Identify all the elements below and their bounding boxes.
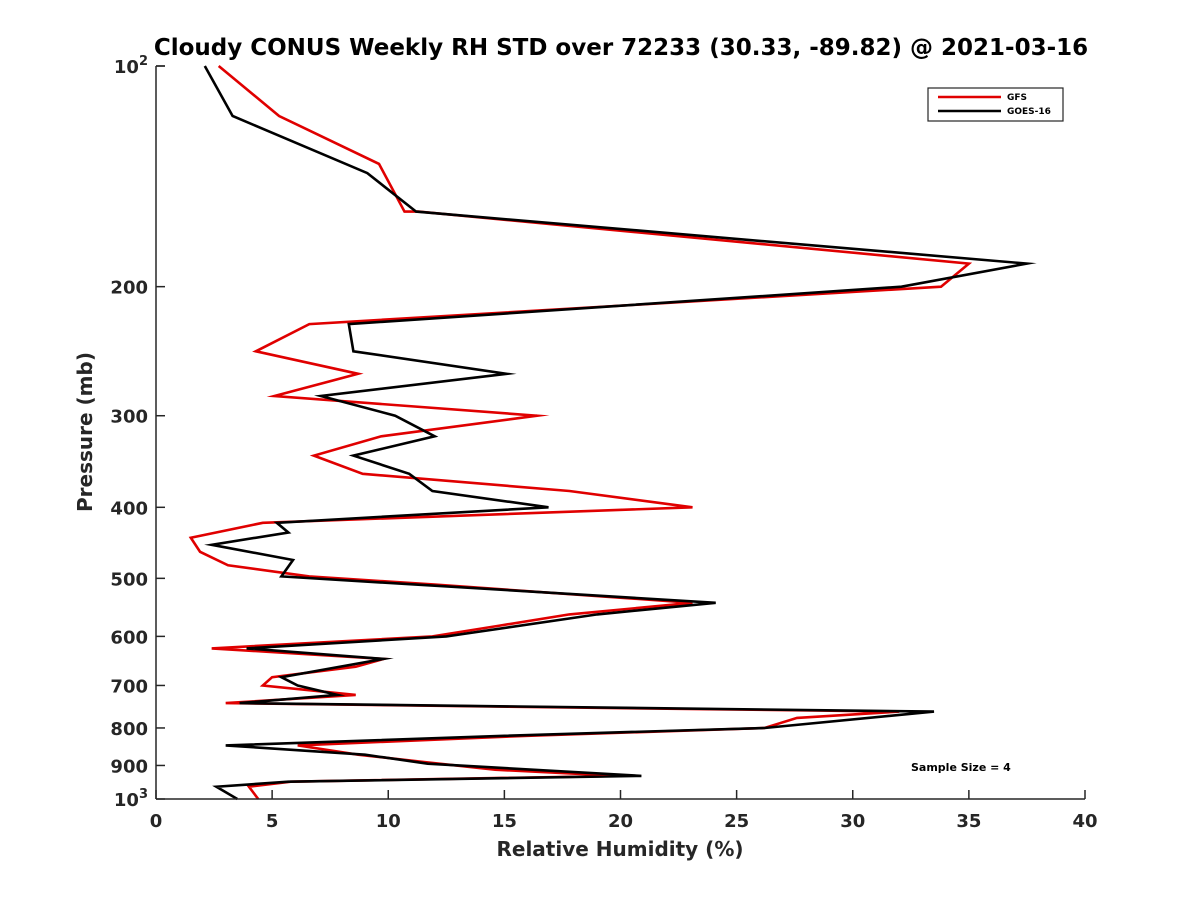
- x-axis-label: Relative Humidity (%): [496, 837, 743, 861]
- y-tick-label: 600: [110, 627, 148, 648]
- y-tick-label: 103: [114, 787, 148, 811]
- x-tick-label: 40: [1072, 811, 1097, 832]
- y-tick-label: 200: [110, 278, 148, 299]
- legend-label-gfs: GFS: [1007, 93, 1027, 103]
- x-tick-label: 35: [956, 811, 981, 832]
- series-layer: [188, 64, 1037, 801]
- y-tick-label: 900: [110, 756, 148, 777]
- y-tick-label: 300: [110, 407, 148, 428]
- y-tick-label: 500: [110, 569, 148, 590]
- legend: GFS GOES-16: [927, 87, 1064, 122]
- x-tick-label: 10: [376, 811, 401, 832]
- y-tick-label: 700: [110, 676, 148, 697]
- sample-size-annotation: Sample Size = 4: [911, 761, 1011, 774]
- y-tick-label: 102: [114, 54, 148, 78]
- x-tick-label: 5: [266, 811, 279, 832]
- x-tick-label: 0: [150, 811, 163, 832]
- legend-box: [927, 87, 1064, 122]
- legend-label-goes16: GOES-16: [1007, 107, 1051, 117]
- x-tick-label: 15: [492, 811, 517, 832]
- x-tick-label: 20: [608, 811, 633, 832]
- series-line-goes16: [203, 65, 1037, 801]
- y-tick-label: 400: [110, 498, 148, 519]
- y-axis-label: Pressure (mb): [73, 352, 97, 512]
- x-tick-label: 25: [724, 811, 749, 832]
- x-tick-label: 30: [840, 811, 865, 832]
- y-tick-label: 800: [110, 719, 148, 740]
- chart-title: Cloudy CONUS Weekly RH STD over 72233 (3…: [154, 35, 1088, 61]
- axes-layer: 0 5 10 15 20 25 30 35 40 102 200 300 400 500 600 700 800…: [110, 54, 1097, 832]
